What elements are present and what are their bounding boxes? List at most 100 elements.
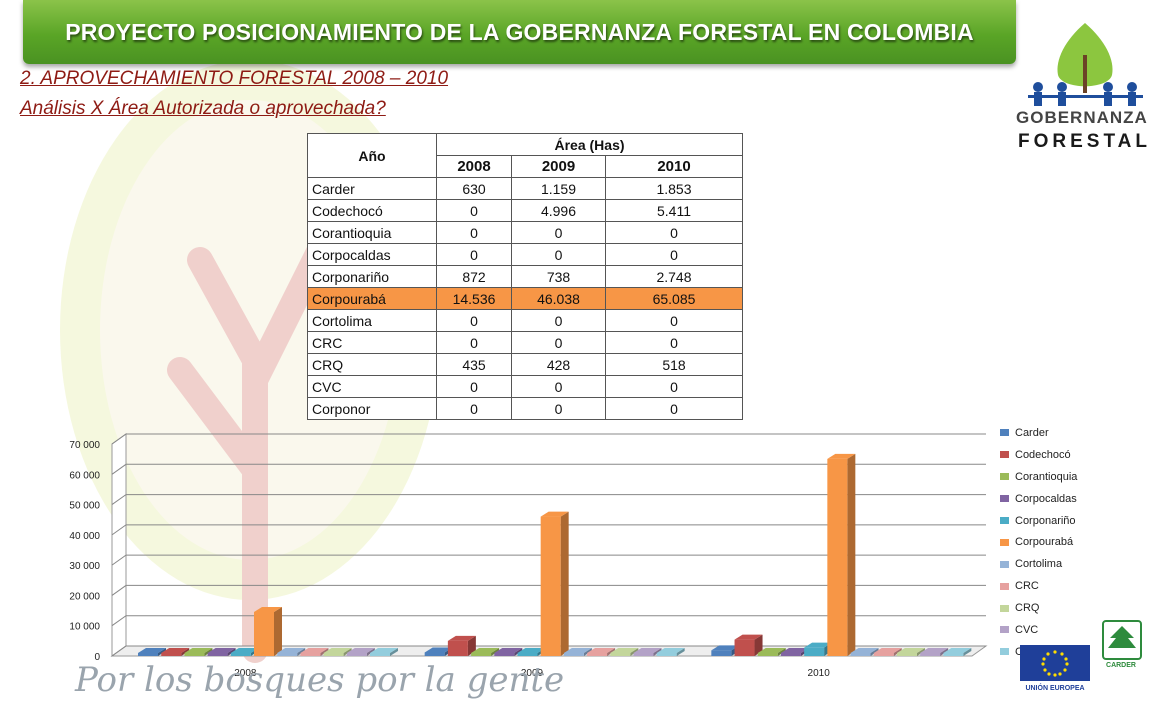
- area-table: Año Área (Has) 2008 2009 2010 Carder 630 1…: [307, 133, 743, 420]
- bar: [656, 653, 677, 656]
- bar: [943, 653, 964, 656]
- bar-side: [467, 635, 476, 656]
- legend-swatch: [1000, 451, 1009, 459]
- table-cell: 0: [436, 331, 512, 354]
- bar-side: [227, 648, 236, 656]
- bar-top: [656, 648, 685, 653]
- table-cell: 14.536: [436, 287, 512, 310]
- bar-top: [370, 648, 398, 653]
- bar-top: [734, 634, 763, 640]
- gridline: [111, 554, 986, 566]
- carder-emblem-icon: [1102, 620, 1142, 660]
- area-header: Área (Has): [436, 133, 743, 156]
- row-label: Corantioquia: [307, 221, 437, 244]
- bar: [827, 458, 848, 656]
- bar-top: [633, 648, 662, 653]
- bar-top: [230, 648, 259, 653]
- bar-top: [161, 648, 190, 653]
- chart-side-wall: [111, 433, 127, 657]
- bar-top: [300, 648, 329, 653]
- row-label: Codechocó: [307, 199, 437, 222]
- legend-swatch: [1000, 560, 1009, 568]
- bar: [138, 653, 158, 656]
- bar-side: [630, 648, 639, 656]
- bar: [920, 653, 941, 656]
- bar: [610, 653, 631, 656]
- bar-chart: 0 10 000 20 000 30 000 40 000 50 000 60 000 70 …: [69, 433, 988, 679]
- legend-item: Corpocaldas: [1000, 488, 1077, 510]
- y-tick-label: 30 000: [69, 561, 100, 572]
- x-tick-label: 2009: [521, 668, 544, 679]
- year-col-2008: 2008: [436, 155, 512, 178]
- x-tick-label: 2010: [808, 668, 831, 679]
- y-tick-label: 70 000: [69, 440, 100, 451]
- table-cell: 435: [436, 353, 512, 376]
- bar-top: [850, 648, 879, 653]
- y-tick-label: 10 000: [69, 622, 100, 633]
- table-cell: 0: [436, 199, 512, 222]
- table-cell: 0: [605, 397, 743, 420]
- table-cell: 0: [511, 331, 606, 354]
- bar-top: [494, 648, 523, 653]
- table-row: CRQ 435 428 518: [307, 353, 743, 376]
- table-cell: 0: [436, 243, 512, 266]
- title-banner: PROYECTO POSICIONAMIENTO DE LA GOBERNANZ…: [23, 0, 1016, 64]
- section-heading: 2. APROVECHAMIENTO FORESTAL 2008 – 2010: [20, 68, 449, 89]
- bar-side: [491, 648, 500, 656]
- legend-item: Corponariño: [1000, 510, 1077, 532]
- tree-people-logo-icon: [1028, 23, 1143, 106]
- bar: [734, 639, 755, 656]
- table-cell: 0: [511, 221, 606, 244]
- legend-label: Corpourabá: [1015, 536, 1074, 549]
- year-header: Año: [307, 133, 437, 178]
- slogan-text: Por los bosques por la gente: [75, 660, 565, 700]
- bar: [633, 653, 654, 656]
- bar-top: [138, 648, 166, 653]
- table-row: Corantioquia 0 0 0: [307, 221, 743, 244]
- logo-text-gobernanza: GOBERNANZA: [1016, 108, 1148, 127]
- gobernanza-forestal-logo: GOBERNANZA FORESTAL: [1010, 15, 1160, 155]
- y-tick-label: 0: [94, 652, 100, 663]
- legend-label: Corantioquia: [1015, 470, 1078, 483]
- bar-top: [920, 648, 949, 653]
- bar-side: [847, 453, 856, 656]
- bar-side: [653, 648, 662, 656]
- legend-item: CRC: [1000, 575, 1077, 597]
- bar-top: [711, 645, 740, 651]
- carder-logo: CARDER: [1102, 620, 1142, 669]
- table-cell: 0: [605, 331, 743, 354]
- legend-item: CRQ: [1000, 597, 1077, 619]
- y-tick-label: 40 000: [69, 531, 100, 542]
- bar-side: [676, 648, 685, 656]
- legend-swatch: [1000, 429, 1009, 437]
- bar-side: [963, 648, 972, 656]
- bar-top: [873, 648, 902, 653]
- bar-side: [366, 648, 375, 656]
- legend-label: CVC: [1015, 623, 1039, 636]
- bar: [230, 653, 251, 656]
- bar-top: [563, 648, 592, 653]
- year-col-2010: 2010: [605, 155, 743, 178]
- table-cell: 2.748: [605, 265, 743, 288]
- bar-top: [346, 648, 375, 653]
- bar-top: [827, 453, 856, 459]
- legend-swatch: [1000, 473, 1009, 481]
- bar: [254, 611, 274, 656]
- bar: [804, 647, 825, 656]
- bar-top: [610, 648, 639, 653]
- bar-side: [204, 648, 213, 656]
- table-cell: 1.159: [511, 177, 606, 200]
- bar-side: [583, 648, 592, 656]
- table-cell: 65.085: [605, 287, 743, 310]
- bar: [711, 650, 732, 656]
- bar: [850, 653, 871, 656]
- legend-swatch: [1000, 626, 1009, 634]
- chart-legend: Carder Codechocó Corantioquia Corpocaldas Co…: [1000, 422, 1077, 663]
- legend-item: Codechocó: [1000, 444, 1077, 466]
- row-label: Cortolima: [307, 309, 437, 332]
- bar-side: [274, 606, 282, 656]
- eu-label: UNIÓN EUROPEA: [1025, 685, 1085, 692]
- table-row: Carder 630 1.159 1.853: [307, 177, 743, 200]
- row-label: Corponor: [307, 397, 437, 420]
- legend-label: Codechocó: [1015, 448, 1071, 461]
